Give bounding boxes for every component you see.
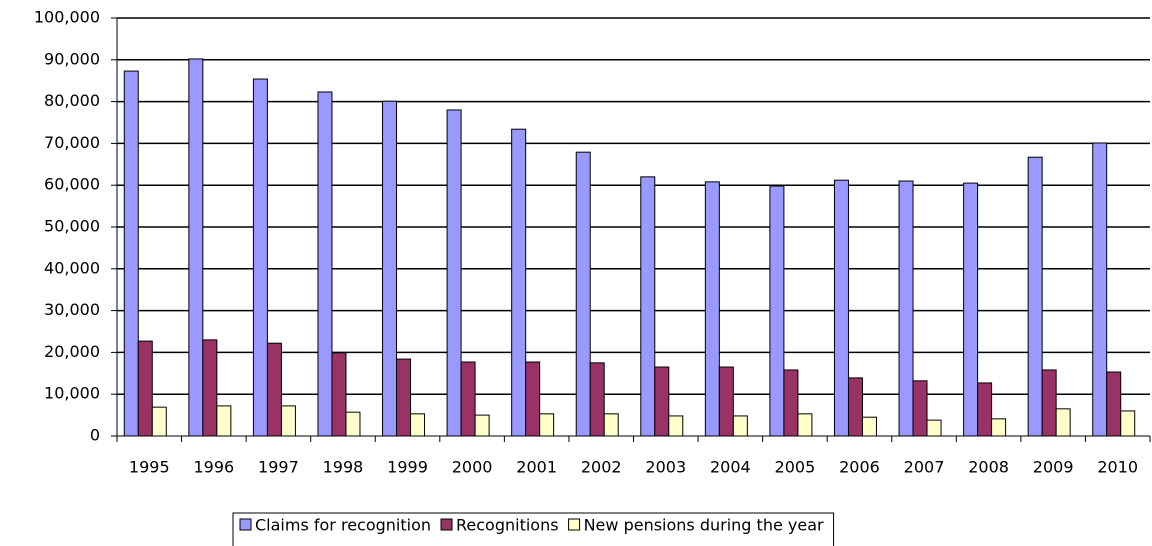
bar: [718, 366, 734, 437]
x-tick-label: 2008: [968, 458, 1009, 477]
y-tick-label: 0: [90, 426, 100, 445]
bar: [317, 91, 333, 437]
bar: [396, 358, 412, 437]
y-tick-label: 60,000: [44, 175, 100, 194]
bar: [1041, 369, 1057, 437]
bar: [861, 416, 877, 437]
x-tick-label: 2001: [516, 458, 557, 477]
bar: [797, 413, 813, 437]
x-tick-label: 2010: [1097, 458, 1138, 477]
bar: [575, 151, 591, 437]
bar: [898, 180, 914, 437]
bar: [410, 413, 426, 437]
y-tick-label: 50,000: [44, 217, 100, 236]
bar: [137, 340, 153, 437]
bar: [474, 414, 490, 437]
bar: [280, 405, 296, 437]
legend-swatch: [568, 518, 581, 531]
bar: [589, 362, 605, 437]
x-tick-label: 2004: [710, 458, 751, 477]
bar: [1120, 410, 1136, 437]
bar: [668, 415, 684, 437]
bar: [539, 413, 555, 437]
legend-swatch: [239, 518, 252, 531]
bar: [654, 366, 670, 437]
y-tick-label: 100,000: [34, 8, 100, 27]
bar: [847, 377, 863, 437]
bar: [446, 109, 462, 437]
bar: [525, 361, 541, 437]
legend-swatch: [440, 518, 453, 531]
bar: [640, 176, 656, 437]
bar: [1055, 408, 1071, 437]
bar: [511, 128, 527, 437]
bar: [912, 380, 928, 437]
x-tick-label: 1995: [129, 458, 170, 477]
legend-label: Claims for recognition: [255, 516, 431, 535]
bar: [1106, 371, 1122, 437]
y-tick-label: 40,000: [44, 258, 100, 277]
x-tick-label: 1996: [193, 458, 234, 477]
bar: [926, 419, 942, 437]
y-tick-label: 20,000: [44, 342, 100, 361]
x-tick-label: 2003: [645, 458, 686, 477]
x-tick-label: 2000: [452, 458, 493, 477]
y-tick-label: 10,000: [44, 384, 100, 403]
bar: [1027, 156, 1043, 437]
bar: [266, 342, 282, 437]
legend-box: [232, 512, 835, 546]
bar: [603, 413, 619, 437]
y-tick-label: 90,000: [44, 49, 100, 68]
bar: [188, 58, 204, 437]
bar: [123, 70, 139, 437]
bar: [963, 182, 979, 437]
bar: [833, 179, 849, 437]
x-tick-label: 2006: [839, 458, 880, 477]
x-tick-label: 1999: [387, 458, 428, 477]
bar: [202, 339, 218, 437]
x-tick-label: 2002: [581, 458, 622, 477]
bar: [1092, 142, 1108, 437]
bar: [331, 352, 347, 437]
bar: [991, 418, 1007, 437]
legend: Claims for recognition Recognitions New pe…: [232, 512, 835, 546]
x-tick-label: 1997: [258, 458, 299, 477]
y-tick-label: 70,000: [44, 133, 100, 152]
bar: [460, 361, 476, 437]
bar: [252, 78, 268, 437]
x-tick-label: 1998: [323, 458, 364, 477]
bar: [704, 181, 720, 437]
x-tick-label: 2005: [775, 458, 816, 477]
bar: [216, 405, 232, 437]
y-tick-label: 80,000: [44, 91, 100, 110]
bar: [345, 411, 361, 437]
x-tick-label: 2007: [904, 458, 945, 477]
y-tick-label: 30,000: [44, 300, 100, 319]
bar: [382, 100, 398, 437]
x-tick-label: 2009: [1033, 458, 1074, 477]
bar: [732, 415, 748, 437]
bar: [769, 185, 785, 437]
bar: [783, 369, 799, 437]
legend-label: New pensions during the year: [584, 516, 824, 535]
legend-label: Recognitions: [456, 516, 559, 535]
bar: [977, 382, 993, 437]
bar: [151, 406, 167, 437]
